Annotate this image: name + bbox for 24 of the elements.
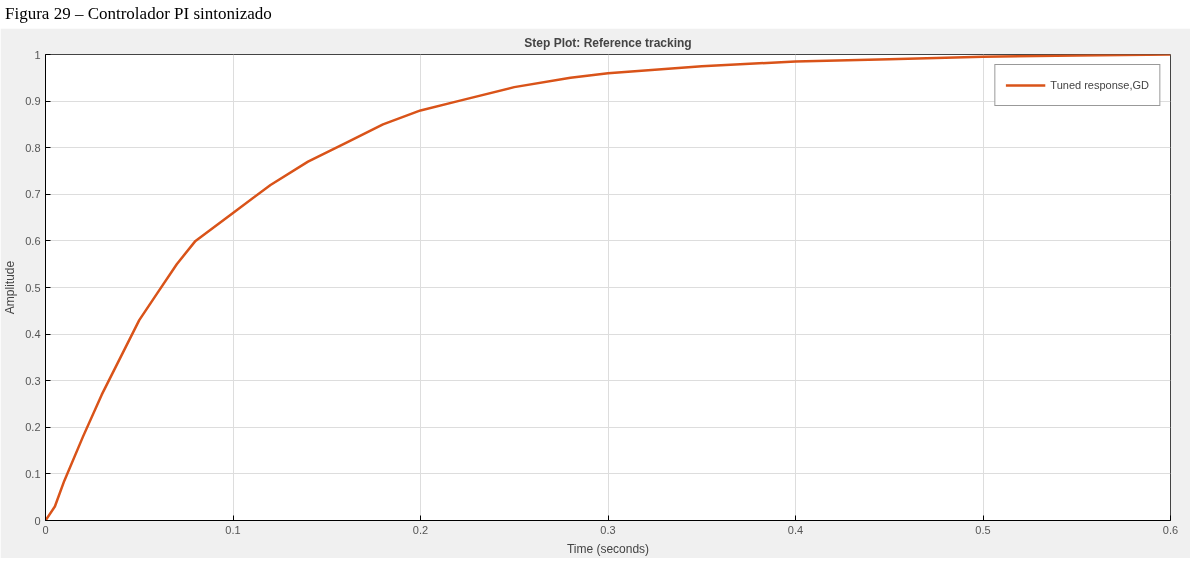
- y-tick-label: 0.1: [25, 467, 41, 480]
- text: Figura 29 – Controlador PI sintonizado: [5, 4, 272, 23]
- chart-title: Step Plot: Reference tracking: [524, 35, 692, 50]
- y-tick-label: 0.3: [25, 374, 41, 387]
- y-tick-label: 0.7: [25, 188, 41, 201]
- y-tick-label: 0.4: [25, 328, 41, 341]
- y-tick-label: 0.2: [25, 421, 41, 434]
- x-tick-label: 0.1: [225, 523, 241, 536]
- x-tick-label: 0.6: [1162, 523, 1179, 536]
- y-tick-label: 0: [34, 514, 41, 527]
- x-tick-label: 0.3: [600, 523, 616, 536]
- legend-label: Tuned response,GD: [1050, 79, 1149, 91]
- y-axis-title: Amplitude: [3, 260, 18, 315]
- line-series: [45, 54, 1171, 521]
- x-tick-label: 0: [42, 523, 49, 536]
- y-tick-label: 1: [34, 48, 41, 61]
- y-tick-label: 0.9: [25, 95, 41, 108]
- y-tick-label: 0.6: [25, 234, 41, 247]
- x-axis-title: Time (seconds): [566, 541, 650, 556]
- x-tick-label: 0.4: [787, 523, 804, 536]
- y-tick-label: 0.5: [25, 281, 41, 294]
- y-tick-label: 0.8: [25, 141, 41, 154]
- x-tick-label: 0.2: [412, 523, 429, 536]
- x-tick-label: 0.5: [975, 523, 991, 536]
